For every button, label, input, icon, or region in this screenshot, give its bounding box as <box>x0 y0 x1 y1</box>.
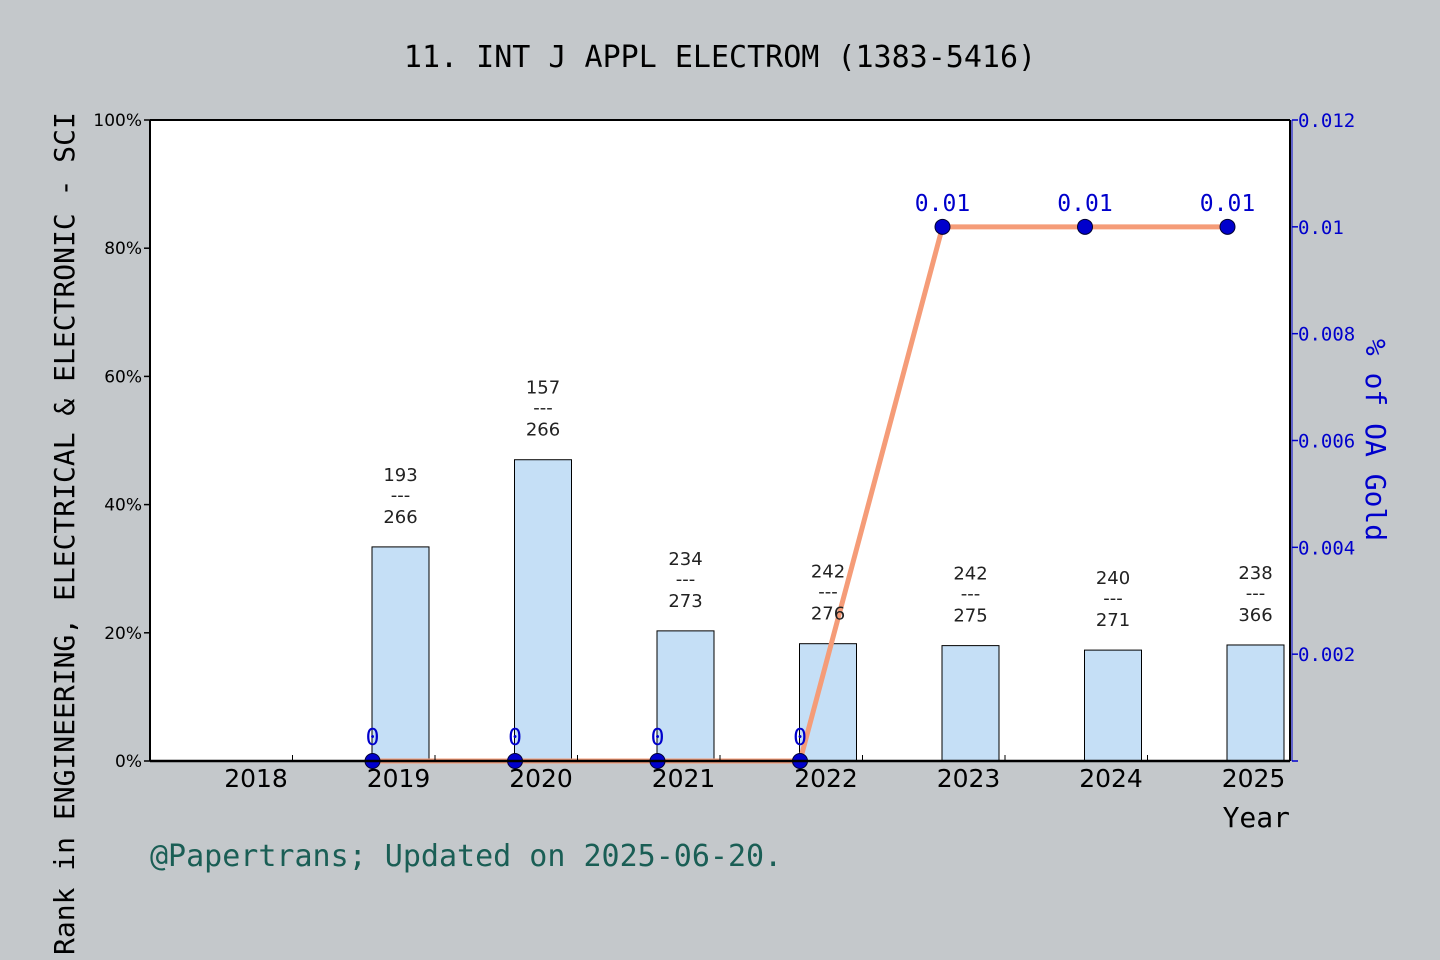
right-tick-label: 0.01 <box>1298 217 1344 239</box>
right-tick-label: 0.012 <box>1298 110 1355 132</box>
left-tick-label: 60% <box>104 367 142 387</box>
oa-gold-label-2023: 0.01 <box>915 191 970 217</box>
bar-label-rank-2021: 234 <box>668 549 702 570</box>
bar-2019 <box>371 546 430 762</box>
y-axis-right-label: % of OA Gold <box>1359 339 1392 541</box>
oa-gold-label-2021: 0 <box>651 725 665 751</box>
bar-label-separator-2019: --- <box>391 485 411 506</box>
oa-gold-label-2024: 0.01 <box>1057 191 1112 217</box>
x-axis-label: Year <box>1223 801 1290 834</box>
left-tick-label: 80% <box>104 239 142 259</box>
bar-2020 <box>514 459 572 762</box>
y-axis-left-label: Rank in ENGINEERING, ELECTRICAL & ELECTR… <box>48 112 81 955</box>
oa-gold-point-2024 <box>1077 218 1093 235</box>
x-tick-label-2025: 2025 <box>1222 764 1286 793</box>
oa-gold-label-2020: 0 <box>508 725 522 751</box>
bar-2023 <box>941 645 1000 762</box>
x-tick-label-2019: 2019 <box>367 764 431 793</box>
bar-label-separator-2025: --- <box>1246 583 1266 604</box>
bar-label-separator-2020: --- <box>533 398 553 419</box>
bar-label-rank-2023: 242 <box>953 564 987 585</box>
bar-label-total-2020: 266 <box>526 420 560 441</box>
x-tick-label-2022: 2022 <box>794 764 858 793</box>
x-tick-label-2023: 2023 <box>937 764 1001 793</box>
bar-label-rank-2025: 238 <box>1238 563 1272 584</box>
left-tick-label: 0% <box>115 752 142 772</box>
bar-label-total-2021: 273 <box>668 591 702 612</box>
bars-layer <box>371 459 1285 762</box>
chart-title: 11. INT J APPL ELECTROM (1383-5416) <box>404 40 1036 75</box>
left-tick-label: 100% <box>93 111 142 131</box>
bar-label-total-2025: 366 <box>1238 605 1272 626</box>
bar-2021 <box>656 630 715 762</box>
bar-label-rank-2020: 157 <box>526 378 560 399</box>
x-tick-label-2021: 2021 <box>652 764 716 793</box>
bar-label-separator-2022: --- <box>818 582 838 603</box>
bar-label-rank-2022: 242 <box>811 562 845 583</box>
bar-label-separator-2021: --- <box>676 569 696 590</box>
oa-gold-label-2019: 0 <box>366 725 380 751</box>
bar-label-total-2023: 275 <box>953 606 987 627</box>
right-tick-label: 0.008 <box>1298 324 1355 346</box>
left-tick-label: 40% <box>104 496 142 516</box>
right-tick-label: 0.006 <box>1298 431 1355 453</box>
bar-label-separator-2023: --- <box>961 584 981 605</box>
bar-label-total-2022: 276 <box>811 604 845 625</box>
axes-layer <box>144 119 1298 763</box>
bar-label-separator-2024: --- <box>1103 588 1123 609</box>
left-tick-label: 20% <box>104 624 142 644</box>
oa-gold-point-2023 <box>934 218 951 235</box>
x-tick-label-2018: 2018 <box>224 764 288 793</box>
oa-gold-label-2022: 0 <box>793 725 807 751</box>
credit-text: @Papertrans; Updated on 2025-06-20. <box>150 839 782 874</box>
right-tick-label: 0.002 <box>1298 644 1355 666</box>
bar-label-total-2019: 266 <box>383 507 417 528</box>
bar-label-rank-2024: 240 <box>1096 568 1130 589</box>
bar-2024 <box>1084 649 1142 762</box>
x-tick-label-2024: 2024 <box>1079 764 1143 793</box>
bar-2025 <box>1226 644 1285 762</box>
right-tick-label: 0.004 <box>1298 537 1355 559</box>
oa-gold-point-2025 <box>1219 218 1236 235</box>
labels-layer: 0% 20% 40% 60% 80% 100% 0.002 0.004 0.006 0.008 0.… <box>93 110 1355 793</box>
x-tick-label-2020: 2020 <box>509 764 573 793</box>
bar-label-total-2024: 271 <box>1096 610 1130 631</box>
oa-gold-label-2025: 0.01 <box>1200 191 1255 217</box>
bar-label-rank-2019: 193 <box>383 465 417 486</box>
